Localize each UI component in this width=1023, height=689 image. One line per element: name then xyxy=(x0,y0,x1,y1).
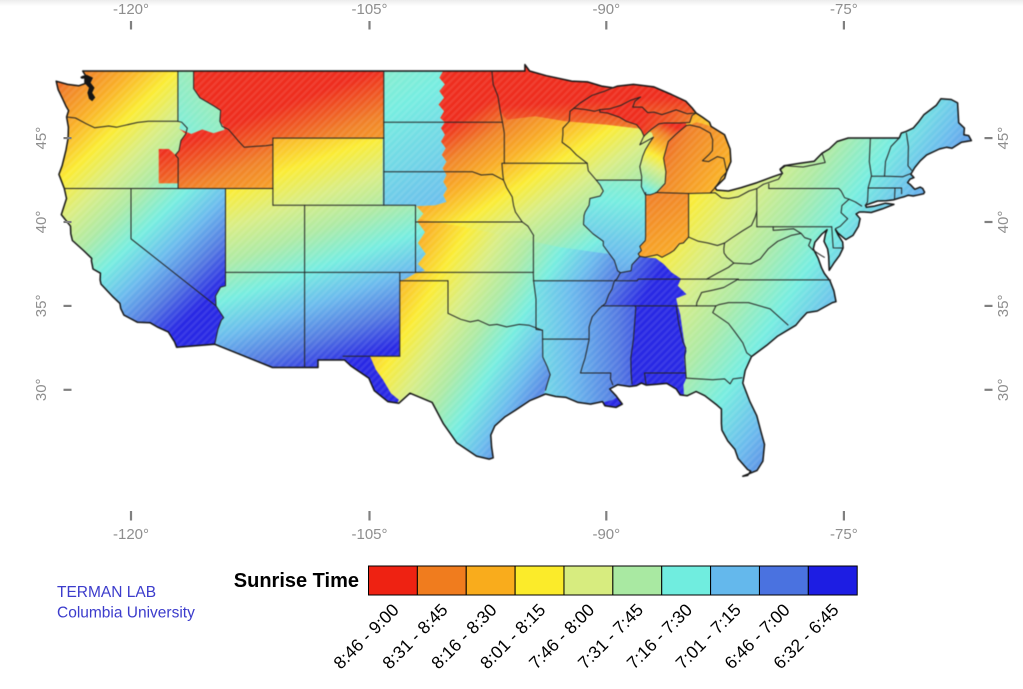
svg-text:30°: 30° xyxy=(33,378,50,401)
svg-text:-90°: -90° xyxy=(592,1,620,18)
svg-text:-75°: -75° xyxy=(830,526,858,543)
svg-text:-120°: -120° xyxy=(113,1,149,18)
svg-text:35°: 35° xyxy=(33,295,50,318)
svg-text:45°: 45° xyxy=(33,127,50,150)
svg-text:40°: 40° xyxy=(33,211,50,234)
svg-text:45°: 45° xyxy=(995,127,1012,150)
svg-text:40°: 40° xyxy=(995,211,1012,234)
svg-text:-120°: -120° xyxy=(113,526,149,543)
svg-text:-75°: -75° xyxy=(830,1,858,18)
svg-text:35°: 35° xyxy=(995,295,1012,318)
svg-text:-105°: -105° xyxy=(351,526,387,543)
svg-text:-90°: -90° xyxy=(592,526,620,543)
svg-text:Sunrise Time: Sunrise Time xyxy=(234,570,359,592)
svg-text:30°: 30° xyxy=(995,378,1012,401)
svg-text:Columbia University: Columbia University xyxy=(57,605,195,622)
svg-text:-105°: -105° xyxy=(351,1,387,18)
svg-text:TERMAN LAB: TERMAN LAB xyxy=(57,584,156,601)
